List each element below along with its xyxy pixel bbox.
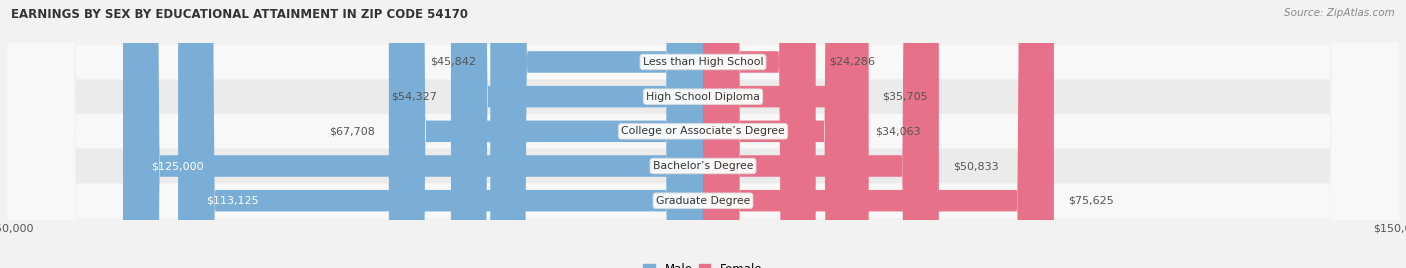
Text: $125,000: $125,000 bbox=[150, 161, 204, 171]
FancyBboxPatch shape bbox=[7, 0, 1399, 268]
Text: $45,842: $45,842 bbox=[430, 57, 477, 67]
FancyBboxPatch shape bbox=[179, 0, 703, 268]
Text: $34,063: $34,063 bbox=[875, 126, 921, 136]
FancyBboxPatch shape bbox=[703, 0, 815, 268]
FancyBboxPatch shape bbox=[7, 0, 1399, 268]
Text: $75,625: $75,625 bbox=[1067, 196, 1114, 206]
Text: High School Diploma: High School Diploma bbox=[647, 92, 759, 102]
Text: Graduate Degree: Graduate Degree bbox=[655, 196, 751, 206]
FancyBboxPatch shape bbox=[703, 0, 869, 268]
FancyBboxPatch shape bbox=[124, 0, 703, 268]
Legend: Male, Female: Male, Female bbox=[638, 259, 768, 268]
Text: EARNINGS BY SEX BY EDUCATIONAL ATTAINMENT IN ZIP CODE 54170: EARNINGS BY SEX BY EDUCATIONAL ATTAINMEN… bbox=[11, 8, 468, 21]
FancyBboxPatch shape bbox=[703, 0, 939, 268]
FancyBboxPatch shape bbox=[703, 0, 860, 268]
Text: $67,708: $67,708 bbox=[329, 126, 375, 136]
FancyBboxPatch shape bbox=[389, 0, 703, 268]
Text: $113,125: $113,125 bbox=[205, 196, 259, 206]
Text: $24,286: $24,286 bbox=[830, 57, 876, 67]
FancyBboxPatch shape bbox=[491, 0, 703, 268]
Text: $35,705: $35,705 bbox=[883, 92, 928, 102]
Text: Bachelor’s Degree: Bachelor’s Degree bbox=[652, 161, 754, 171]
FancyBboxPatch shape bbox=[703, 0, 1054, 268]
Text: Source: ZipAtlas.com: Source: ZipAtlas.com bbox=[1284, 8, 1395, 18]
FancyBboxPatch shape bbox=[7, 0, 1399, 268]
FancyBboxPatch shape bbox=[451, 0, 703, 268]
Text: Less than High School: Less than High School bbox=[643, 57, 763, 67]
Text: $54,327: $54,327 bbox=[391, 92, 437, 102]
Text: $50,833: $50,833 bbox=[953, 161, 998, 171]
Text: College or Associate’s Degree: College or Associate’s Degree bbox=[621, 126, 785, 136]
FancyBboxPatch shape bbox=[7, 0, 1399, 268]
FancyBboxPatch shape bbox=[7, 0, 1399, 268]
